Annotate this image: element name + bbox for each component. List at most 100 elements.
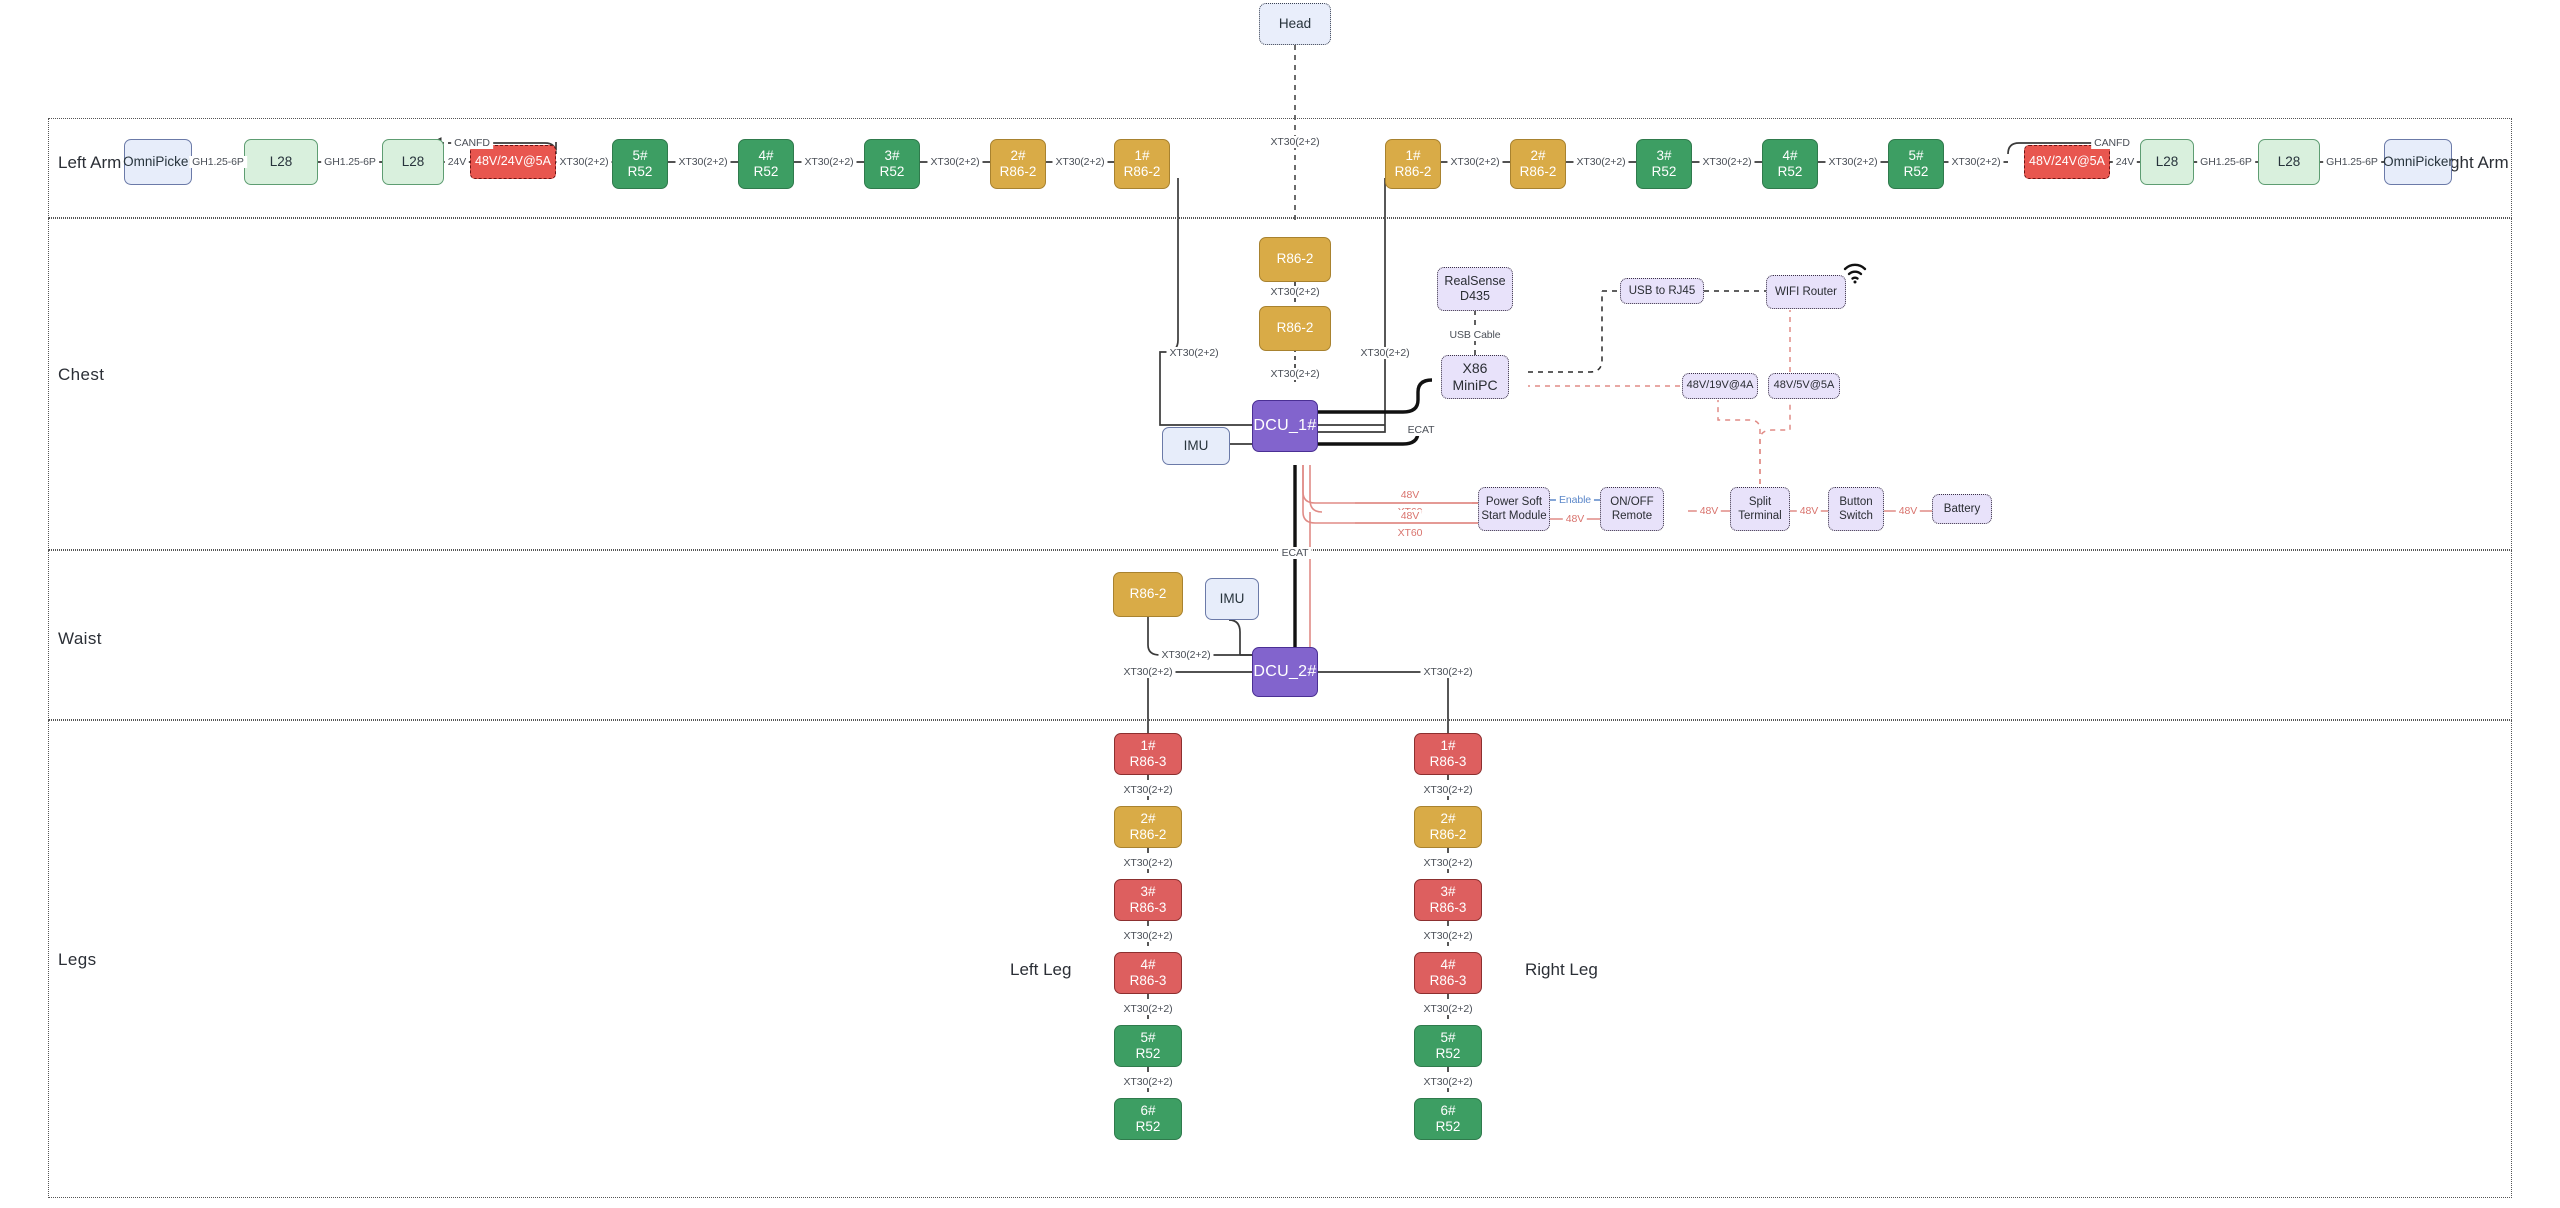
node-chest-spine-motor-2[interactable]: R86-2 <box>1259 306 1331 351</box>
node-label-bottom: D435 <box>1460 289 1490 303</box>
node-left-arm-motor-1[interactable]: 1# R86-2 <box>1114 139 1170 189</box>
edge-left-leg-1: XT30(2+2) <box>1120 784 1176 796</box>
node-left-converter-48v24v[interactable]: 48V/24V@5A <box>470 145 556 179</box>
node-power-soft-start-module[interactable]: Power Soft Start Module <box>1478 487 1550 531</box>
node-realsense-d435[interactable]: RealSense D435 <box>1437 267 1513 311</box>
node-right-leg-motor-5[interactable]: 5# R52 <box>1414 1025 1482 1067</box>
node-waist-imu[interactable]: IMU <box>1205 578 1259 620</box>
node-x86-minipc[interactable]: X86 MiniPC <box>1441 355 1509 399</box>
node-label-bottom: R52 <box>1435 1046 1461 1061</box>
node-left-arm-motor-4[interactable]: 4# R52 <box>738 139 794 189</box>
node-right-arm-motor-2[interactable]: 2# R86-2 <box>1510 139 1566 189</box>
node-converter-48v-5v[interactable]: 48V/5V@5A <box>1768 373 1840 399</box>
node-head[interactable]: Head <box>1259 3 1331 45</box>
node-label-top: RealSense <box>1444 273 1506 288</box>
node-label-bottom: Terminal <box>1738 510 1782 522</box>
edge-right-xt30-1: XT30(2+2) <box>1447 156 1503 168</box>
node-label: OmniPicker <box>123 153 193 169</box>
node-battery[interactable]: Battery <box>1932 494 1992 524</box>
node-left-leg-motor-3[interactable]: 3# R86-3 <box>1114 879 1182 921</box>
edge-left-gh-1: GH1.25-6P <box>189 156 247 168</box>
node-label-top: 2# <box>1530 147 1546 163</box>
node-left-leg-motor-4[interactable]: 4# R86-3 <box>1114 952 1182 994</box>
edge-48v-battery: 48V <box>1895 505 1921 517</box>
node-label: 48V/19V@4A <box>1686 379 1754 392</box>
wifi-signal-icon <box>1843 263 1867 284</box>
node-label-top: 4# <box>1782 147 1798 163</box>
node-label: 48V/24V@5A <box>2029 154 2105 169</box>
node-usb-to-rj45[interactable]: USB to RJ45 <box>1620 278 1704 304</box>
node-left-arm-motor-2[interactable]: 2# R86-2 <box>990 139 1046 189</box>
node-label-bottom: R86-3 <box>1429 900 1467 915</box>
node-right-omnipicker[interactable]: OmniPicker <box>2383 139 2453 185</box>
section-legs <box>48 720 2512 1198</box>
node-right-leg-motor-2[interactable]: 2# R86-2 <box>1414 806 1482 848</box>
node-chest-imu[interactable]: IMU <box>1162 427 1230 465</box>
node-label-top: 5# <box>632 147 648 163</box>
section-label-legs: Legs <box>58 950 97 969</box>
edge-xt60-b: XT60 <box>1394 527 1426 539</box>
node-left-arm-motor-3[interactable]: 3# R52 <box>864 139 920 189</box>
edge-head-xt30: XT30(2+2) <box>1267 136 1323 148</box>
node-chest-spine-motor-1[interactable]: R86-2 <box>1259 237 1331 282</box>
node-label-top: 4# <box>758 147 774 163</box>
node-right-leg-motor-1[interactable]: 1# R86-3 <box>1414 733 1482 775</box>
node-left-leg-motor-5[interactable]: 5# R52 <box>1114 1025 1182 1067</box>
node-label-bottom: R52 <box>879 164 905 179</box>
edge-left-gh-2: GH1.25-6P <box>321 156 379 168</box>
node-label-bottom: R52 <box>1135 1046 1161 1061</box>
node-right-leg-motor-3[interactable]: 3# R86-3 <box>1414 879 1482 921</box>
side-label-right-leg: Right Leg <box>1525 960 1598 979</box>
node-head-label: Head <box>1278 15 1312 31</box>
edge-waist-left-leg: XT30(2+2) <box>1120 666 1176 678</box>
node-label: USB to RJ45 <box>1628 284 1696 297</box>
node-label: L28 <box>269 153 293 169</box>
node-label-bottom: R86-3 <box>1129 754 1167 769</box>
node-left-l28-b[interactable]: L28 <box>382 139 444 185</box>
node-right-arm-motor-3[interactable]: 3# R52 <box>1636 139 1692 189</box>
node-split-terminal[interactable]: Split Terminal <box>1730 487 1790 531</box>
node-right-l28-a[interactable]: L28 <box>2140 139 2194 185</box>
node-waist-motor[interactable]: R86-2 <box>1113 572 1183 617</box>
node-label-top: 3# <box>1440 883 1456 899</box>
node-label: L28 <box>401 153 425 169</box>
edge-chest-spine-1: XT30(2+2) <box>1267 286 1323 298</box>
node-button-switch[interactable]: Button Switch <box>1828 487 1884 531</box>
node-left-leg-motor-1[interactable]: 1# R86-3 <box>1114 733 1182 775</box>
node-label-top: 1# <box>1134 147 1150 163</box>
edge-left-xt30-3: XT30(2+2) <box>801 156 857 168</box>
node-dcu-2[interactable]: DCU_2# <box>1252 647 1318 697</box>
node-left-omnipicker[interactable]: OmniPicker <box>123 139 193 185</box>
node-label-bottom: R86-2 <box>1129 827 1167 842</box>
node-dcu-1[interactable]: DCU_1# <box>1252 400 1318 452</box>
node-wifi-router[interactable]: WIFI Router <box>1766 275 1846 309</box>
node-right-converter-48v24v[interactable]: 48V/24V@5A <box>2024 145 2110 179</box>
edge-left-leg-4: XT30(2+2) <box>1120 1003 1176 1015</box>
node-left-leg-motor-2[interactable]: 2# R86-2 <box>1114 806 1182 848</box>
node-right-leg-motor-4[interactable]: 4# R86-3 <box>1414 952 1482 994</box>
edge-48v-a: 48V <box>1397 489 1423 501</box>
node-label: WIFI Router <box>1775 285 1837 298</box>
node-right-arm-motor-4[interactable]: 4# R52 <box>1762 139 1818 189</box>
node-left-l28-a[interactable]: L28 <box>244 139 318 185</box>
node-label-bottom: R52 <box>753 164 779 179</box>
node-label-bottom: Start Module <box>1481 510 1547 522</box>
node-right-arm-motor-1[interactable]: 1# R86-2 <box>1385 139 1441 189</box>
node-onoff-remote[interactable]: ON/OFF Remote <box>1600 487 1664 531</box>
node-label: R86-2 <box>1129 586 1167 602</box>
edge-left-leg-3: XT30(2+2) <box>1120 930 1176 942</box>
node-label-bottom: R86-3 <box>1129 900 1167 915</box>
node-left-arm-motor-5[interactable]: 5# R52 <box>612 139 668 189</box>
node-converter-48v-19v[interactable]: 48V/19V@4A <box>1682 373 1758 399</box>
node-right-leg-motor-6[interactable]: 6# R52 <box>1414 1098 1482 1140</box>
edge-chest-spine-2: XT30(2+2) <box>1267 368 1323 380</box>
node-left-leg-motor-6[interactable]: 6# R52 <box>1114 1098 1182 1140</box>
node-label-bottom: R86-3 <box>1129 973 1167 988</box>
node-right-l28-b[interactable]: L28 <box>2258 139 2320 185</box>
node-label-bottom: Remote <box>1611 510 1653 522</box>
node-label-top: 3# <box>1140 883 1156 899</box>
node-label-top: 4# <box>1440 956 1456 972</box>
section-label-waist: Waist <box>58 629 102 648</box>
node-label-bottom: R52 <box>1135 1119 1161 1134</box>
node-right-arm-motor-5[interactable]: 5# R52 <box>1888 139 1944 189</box>
